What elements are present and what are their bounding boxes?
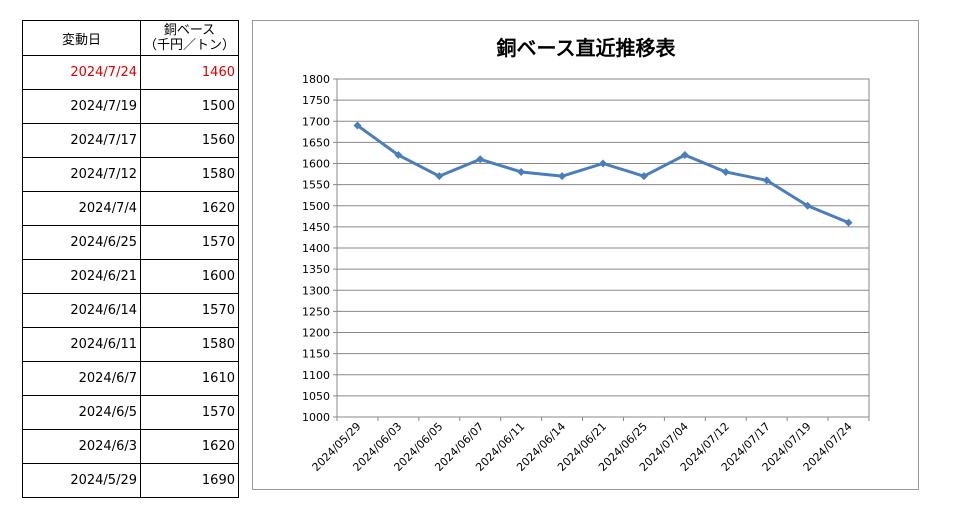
data-point [599, 159, 607, 168]
y-tick-label: 1750 [302, 94, 330, 107]
data-point [517, 167, 526, 176]
table-row: 2024/6/25 1570 [22, 225, 239, 260]
header-value-line2: （千円／トン） [143, 38, 235, 53]
header-value-line1: 銅ベース [163, 23, 216, 38]
row-date: 2024/7/17 [22, 123, 141, 158]
row-date: 2024/6/14 [22, 293, 141, 328]
row-date: 2024/6/21 [22, 259, 141, 294]
chart-title: 銅ベース直近推移表 [497, 36, 677, 60]
row-value: 1620 [140, 429, 239, 464]
row-value: 1570 [140, 395, 239, 430]
data-point [762, 176, 771, 185]
y-tick-label: 1800 [302, 73, 330, 86]
row-date: 2024/6/5 [22, 395, 141, 430]
y-tick-label: 1300 [302, 284, 330, 297]
header-value: 銅ベース （千円／トン） [140, 20, 239, 56]
table-row: 2024/6/3 1620 [22, 429, 239, 464]
y-tick-label: 1650 [302, 136, 330, 149]
data-point [353, 121, 362, 130]
row-value: 1570 [140, 293, 239, 328]
y-tick-label: 1100 [302, 369, 330, 382]
y-tick-label: 1400 [302, 242, 330, 255]
row-date: 2024/6/3 [22, 429, 141, 464]
table-row: 2024/7/24 1460 [22, 55, 239, 90]
y-tick-label: 1500 [302, 200, 330, 213]
y-tick-label: 1000 [302, 411, 330, 424]
row-date: 2024/7/12 [22, 157, 141, 192]
y-tick-label: 1700 [302, 115, 330, 128]
row-date: 2024/7/24 [22, 55, 141, 90]
table-row: 2024/5/29 1690 [22, 463, 239, 498]
line-chart: 1000 1050 1100 1150 1200 1250 1300 1350 1400 1450… [302, 36, 870, 474]
row-date: 2024/6/25 [22, 225, 141, 260]
y-tick-label: 1150 [302, 348, 330, 361]
data-point [803, 201, 812, 210]
table-row: 2024/7/12 1580 [22, 157, 239, 192]
row-value: 1570 [140, 225, 239, 260]
table-row: 2024/6/7 1610 [22, 361, 239, 396]
row-value: 1620 [140, 191, 239, 226]
table-row: 2024/6/14 1570 [22, 293, 239, 328]
row-value: 1560 [140, 123, 239, 158]
table-row: 2024/7/4 1620 [22, 191, 239, 226]
table-row: 2024/7/17 1560 [22, 123, 239, 158]
data-point [639, 172, 648, 181]
y-tick-label: 1050 [302, 390, 330, 403]
data-point [844, 218, 853, 227]
series-line [356, 124, 850, 225]
data-point [394, 151, 403, 160]
row-date: 2024/7/19 [22, 89, 141, 124]
table-row: 2024/6/5 1570 [22, 395, 239, 430]
header-date: 変動日 [22, 20, 141, 56]
chart-area: 1000 1050 1100 1150 1200 1250 1300 1350 1400 1450… [252, 20, 919, 490]
row-date: 2024/6/7 [22, 361, 141, 396]
y-tick-label: 1600 [302, 158, 330, 171]
row-date: 2024/7/4 [22, 191, 141, 226]
row-value: 1500 [140, 89, 239, 124]
data-point [558, 172, 567, 181]
y-tick-label: 1350 [302, 263, 330, 276]
data-point [721, 167, 730, 176]
table-row: 2024/7/19 1500 [22, 89, 239, 124]
row-date: 2024/5/29 [22, 463, 141, 498]
row-value: 1600 [140, 259, 239, 294]
row-value: 1580 [140, 327, 239, 362]
row-date: 2024/6/11 [22, 327, 141, 362]
row-value: 1580 [140, 157, 239, 192]
row-value: 1460 [140, 55, 239, 90]
row-value: 1690 [140, 463, 239, 498]
row-value: 1610 [140, 361, 239, 396]
data-point [476, 155, 485, 164]
data-point [435, 172, 444, 181]
y-tick-label: 1250 [302, 305, 330, 318]
copper-base-table: 変動日 銅ベース （千円／トン） 2024/7/24 1460 2024/7/19 1… [22, 20, 239, 498]
table-header-row: 変動日 銅ベース （千円／トン） [22, 20, 239, 56]
y-tick-label: 1200 [302, 327, 330, 340]
y-tick-label: 1450 [302, 221, 330, 234]
table-row: 2024/6/11 1580 [22, 327, 239, 362]
y-tick-label: 1550 [302, 179, 330, 192]
table-row: 2024/6/21 1600 [22, 259, 239, 294]
data-point [680, 151, 689, 160]
